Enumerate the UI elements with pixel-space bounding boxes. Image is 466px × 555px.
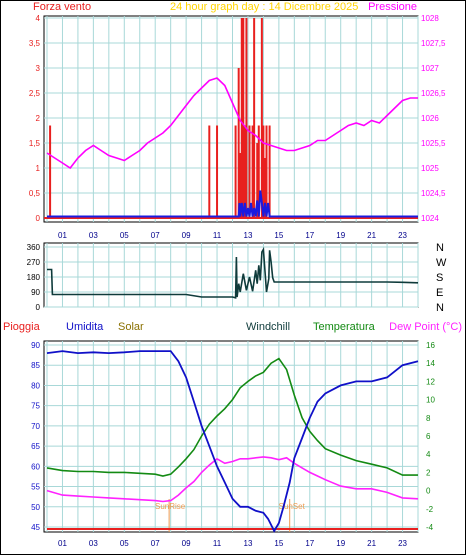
hour-tick-label: 19 [336, 231, 345, 240]
wind-pressure-panel: 0 0,5 1 1,5 2 2,5 3 3,5 4 1024 1024,5 1025 1025,5 10… [29, 14, 446, 240]
hour-tick-label: 21 [367, 539, 376, 548]
hour-tick-label: 15 [274, 539, 283, 548]
humidity-tick-label: 65 [31, 442, 40, 451]
humidity-series-line [46, 350, 419, 533]
pressure-tick-label: 1027,5 [421, 39, 446, 48]
temperature-tick-label: 0 [426, 487, 431, 496]
pressure-tick-label: 1028 [421, 14, 439, 23]
humidity-tick-label: 45 [31, 523, 40, 532]
humidity-tick-label: 70 [31, 422, 40, 431]
temperature-humidity-panel: 45 50 55 60 65 70 75 80 85 90 -4 -2 0 2 4 6 8 10 12 14 16 0… [31, 340, 435, 548]
temperature-tick-label: 6 [426, 432, 431, 441]
hour-tick-label: 01 [58, 231, 67, 240]
dewpoint-series-line [46, 456, 419, 503]
wind-speed-tick-label: 0,5 [29, 189, 41, 198]
rain-label: Pioggia [3, 321, 41, 333]
pressure-tick-label: 1024,5 [421, 189, 446, 198]
compass-tick-label: N [436, 242, 444, 254]
temperature-series-line [46, 357, 418, 477]
hour-tick-label: 13 [244, 539, 253, 548]
hour-tick-label: 21 [367, 231, 376, 240]
gust-series-line [47, 190, 418, 218]
temperature-tick-label: -2 [426, 505, 434, 514]
pressure-tick-label: 1027 [421, 64, 439, 73]
wind-speed-tick-label: 2 [36, 114, 41, 123]
temperature-tick-label: 8 [426, 414, 431, 423]
temperature-tick-label: 16 [426, 341, 435, 350]
wind-direction-tick-label: 270 [27, 258, 41, 267]
hour-tick-label: 05 [120, 539, 129, 548]
wind-speed-tick-label: 1 [36, 164, 41, 173]
pressure-tick-label: 1024 [421, 214, 439, 223]
temperature-tick-label: 14 [426, 359, 435, 368]
wind-speed-tick-label: 3,5 [29, 39, 41, 48]
humidity-tick-label: 50 [31, 503, 40, 512]
wind-speed-tick-label: 1,5 [29, 139, 41, 148]
solar-label: Solar [118, 321, 144, 333]
hour-tick-label: 01 [58, 539, 67, 548]
pressure-series-line [46, 77, 418, 170]
hour-tick-label: 03 [89, 539, 98, 548]
compass-tick-label: E [436, 287, 443, 299]
compass-tick-label: W [436, 257, 447, 269]
wind-direction-tick-label: 90 [31, 288, 40, 297]
temperature-tick-label: -4 [426, 523, 434, 532]
temperature-humidity-plot-area [43, 340, 419, 533]
wind-direction-tick-label: 180 [27, 273, 41, 282]
hour-tick-label: 09 [182, 539, 191, 548]
wind-speed-tick-label: 0 [36, 214, 41, 223]
pressure-tick-label: 1025 [421, 164, 439, 173]
hour-tick-label: 13 [244, 231, 253, 240]
pressure-tick-label: 1026 [421, 114, 439, 123]
hour-tick-label: 09 [182, 231, 191, 240]
wind-direction-tick-label: 360 [27, 243, 41, 252]
hour-tick-label: 11 [213, 539, 222, 548]
pressure-label: Pressione [368, 1, 417, 13]
hour-tick-label: 23 [398, 539, 407, 548]
compass-tick-label: S [436, 272, 443, 284]
wind-speed-tick-label: 4 [36, 14, 41, 23]
wind-speed-tick-label: 2,5 [29, 89, 41, 98]
temperature-label: Temperatura [313, 321, 376, 333]
sunrise-label: SunRise [155, 502, 186, 511]
pressure-tick-label: 1026,5 [421, 89, 446, 98]
humidity-tick-label: 85 [31, 361, 40, 370]
temperature-tick-label: 2 [426, 468, 431, 477]
humidity-tick-label: 60 [31, 462, 40, 471]
humidity-label: Umidita [66, 321, 104, 333]
sunset-label: SunSet [279, 502, 306, 511]
hour-tick-label: 17 [305, 539, 314, 548]
wind-speed-label: Forza vento [33, 1, 91, 13]
hour-tick-label: 07 [151, 231, 160, 240]
wind-pressure-plot-area [43, 15, 419, 223]
compass-tick-label: N [436, 302, 444, 314]
wind-direction-tick-label: 0 [36, 303, 41, 312]
humidity-tick-label: 90 [31, 341, 40, 350]
temperature-tick-label: 4 [426, 450, 431, 459]
dewpoint-label: Dew Point (°C) [389, 321, 462, 333]
humidity-tick-label: 55 [31, 483, 40, 492]
hour-tick-label: 07 [151, 539, 160, 548]
hour-tick-label: 15 [274, 231, 283, 240]
wind-speed-tick-label: 3 [36, 64, 41, 73]
wind-direction-line [47, 246, 419, 299]
pressure-tick-label: 1025,5 [421, 139, 446, 148]
graph-title: 24 hour graph day : 14 Dicembre 2025 [170, 1, 358, 13]
humidity-tick-label: 75 [31, 402, 40, 411]
hour-tick-label: 05 [120, 231, 129, 240]
hour-tick-label: 11 [213, 231, 222, 240]
hour-tick-label: 03 [89, 231, 98, 240]
temperature-tick-label: 10 [426, 396, 435, 405]
hour-tick-label: 19 [336, 539, 345, 548]
humidity-tick-label: 80 [31, 381, 40, 390]
windchill-label: Windchill [246, 321, 290, 333]
temperature-tick-label: 12 [426, 377, 435, 386]
hour-tick-label: 17 [305, 231, 314, 240]
hour-tick-label: 23 [398, 231, 407, 240]
